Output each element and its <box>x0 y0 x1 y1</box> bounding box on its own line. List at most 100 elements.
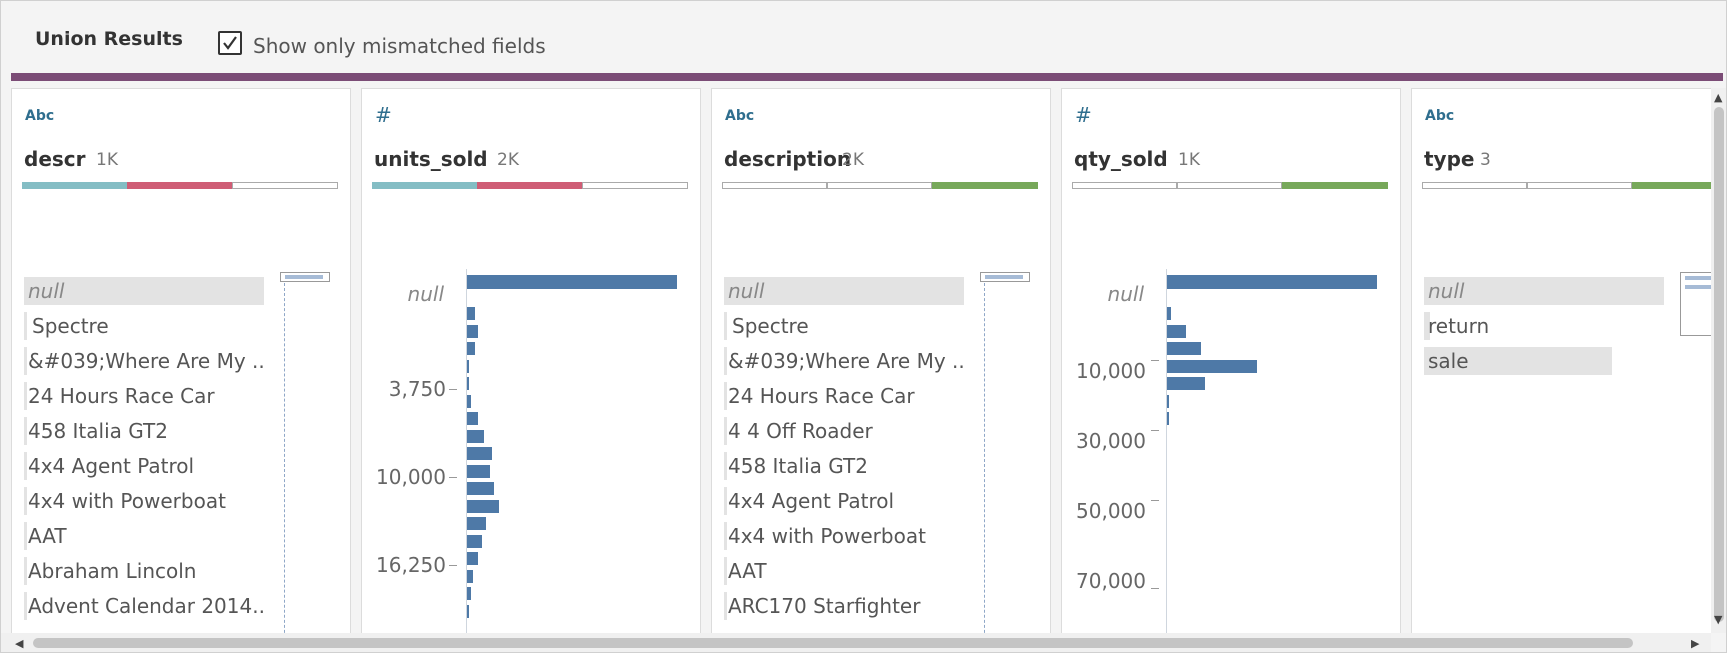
histogram-bar[interactable] <box>467 447 492 460</box>
list-item[interactable]: AAT <box>24 522 264 550</box>
list-item[interactable]: 4 4 Off Roader <box>724 417 964 445</box>
axis-tick <box>449 477 457 478</box>
field-name[interactable]: qty_sold <box>1074 147 1168 171</box>
axis-tick <box>449 565 457 566</box>
axis-tick-label: 10,000 <box>376 465 446 489</box>
field-name[interactable]: type <box>1424 147 1475 171</box>
list-item[interactable]: sale <box>1424 347 1664 375</box>
histogram-bar[interactable] <box>467 342 475 355</box>
scroll-right-icon[interactable]: ▶ <box>1691 637 1700 650</box>
union-color-bar <box>11 73 1723 81</box>
source-segment <box>372 182 477 189</box>
list-item[interactable]: 4x4 with Powerboat <box>724 522 964 550</box>
source-color-bar <box>1072 182 1388 189</box>
horizontal-scrollbar-thumb[interactable] <box>33 638 1633 648</box>
scroll-left-icon[interactable]: ◀ <box>15 637 24 650</box>
axis-tick-label: 50,000 <box>1076 499 1146 523</box>
field-card-type[interactable]: Abc type 3 null return sale <box>1411 88 1711 633</box>
list-item[interactable]: 24 Hours Race Car <box>24 382 264 410</box>
source-segment <box>1177 182 1282 189</box>
field-count: 1K <box>96 150 118 170</box>
histogram-bar[interactable] <box>467 569 473 583</box>
list-item[interactable]: ARC170 Starfighter <box>724 592 964 620</box>
scroll-scrubber[interactable] <box>1680 272 1711 336</box>
field-card-qty-sold[interactable]: # qty_sold 1K null 10,000 30,000 50,000 … <box>1061 88 1401 633</box>
scroll-scrubber[interactable] <box>280 272 330 282</box>
source-color-bar <box>722 182 1038 189</box>
mismatched-fields-checkbox[interactable] <box>218 31 242 55</box>
histogram-bar[interactable] <box>467 377 469 390</box>
field-name[interactable]: description <box>724 147 852 171</box>
histogram-bar[interactable] <box>467 552 478 565</box>
axis-tick <box>449 389 457 390</box>
vertical-scrollbar-thumb[interactable] <box>1714 107 1724 622</box>
list-item[interactable]: 24 Hours Race Car <box>724 382 964 410</box>
list-item[interactable]: return <box>1424 312 1664 340</box>
histogram-bar[interactable] <box>467 324 478 338</box>
histogram-bar[interactable] <box>467 517 486 530</box>
field-card-description[interactable]: Abc description 2K null Spectre &#039;Wh… <box>711 88 1051 633</box>
list-item[interactable]: null <box>1424 277 1664 305</box>
field-card-units-sold[interactable]: # units_sold 2K null 3,750 10,000 16,250 <box>361 88 701 633</box>
field-name[interactable]: descr <box>24 147 86 171</box>
histogram-bar[interactable] <box>1167 324 1186 338</box>
mismatched-fields-label[interactable]: Show only mismatched fields <box>253 34 546 58</box>
source-segment <box>827 182 932 189</box>
list-item[interactable]: 4x4 with Powerboat <box>24 487 264 515</box>
list-item[interactable]: &#039;Where Are My ... <box>724 347 964 375</box>
histogram-bar[interactable] <box>467 307 475 320</box>
scroll-down-icon[interactable]: ▼ <box>1714 613 1723 626</box>
list-item[interactable]: 4x4 Agent Patrol <box>724 487 964 515</box>
list-item[interactable]: Abraham Lincoln <box>24 557 264 585</box>
list-item[interactable]: 458 Italia GT2 <box>24 417 264 445</box>
histogram-bar[interactable] <box>1167 412 1169 425</box>
field-name[interactable]: units_sold <box>374 147 488 171</box>
histogram-bar[interactable] <box>467 429 484 443</box>
list-item[interactable]: null <box>24 277 264 305</box>
axis-tick <box>1151 430 1159 431</box>
axis-tick-label: 30,000 <box>1076 429 1146 453</box>
histogram-bar[interactable] <box>1167 307 1171 320</box>
histogram-bar[interactable] <box>1167 394 1169 408</box>
scroll-up-icon[interactable]: ▲ <box>1714 91 1723 104</box>
histogram-bar[interactable] <box>467 499 499 513</box>
histogram-bar[interactable] <box>467 394 471 408</box>
scroll-scrubber[interactable] <box>980 272 1030 282</box>
list-item[interactable]: Spectre <box>724 312 964 340</box>
list-item[interactable]: null <box>724 277 964 305</box>
histogram-bar[interactable] <box>1167 359 1257 373</box>
list-item[interactable]: Advent Calendar 2014... <box>24 592 264 620</box>
axis-tick-label: 16,250 <box>376 553 446 577</box>
source-color-bar <box>22 182 338 189</box>
axis-tick-label: 70,000 <box>1076 569 1146 593</box>
histogram-bar[interactable] <box>467 482 494 495</box>
histogram-bar[interactable] <box>467 359 469 373</box>
source-segment <box>722 182 827 189</box>
source-segment <box>932 182 1038 189</box>
list-item[interactable]: 458 Italia GT2 <box>724 452 964 480</box>
number-type-icon: # <box>1075 103 1092 127</box>
field-count: 2K <box>497 150 519 170</box>
histogram-bar[interactable] <box>1167 342 1201 355</box>
profile-cards: Abc descr 1K null Spectre &#039;Where Ar… <box>11 88 1711 633</box>
source-segment <box>1282 182 1388 189</box>
histogram-bar[interactable] <box>467 604 469 618</box>
source-color-bar <box>1422 182 1711 189</box>
list-item[interactable]: &#039;Where Are My ... <box>24 347 264 375</box>
histogram-bar[interactable] <box>1167 377 1205 390</box>
histogram-bar[interactable] <box>1167 275 1377 289</box>
histogram-bar[interactable] <box>467 412 478 425</box>
panel-title: Union Results <box>35 28 183 50</box>
histogram-bar[interactable] <box>467 534 482 548</box>
field-count: 1K <box>1178 150 1200 170</box>
axis-tick <box>1151 500 1159 501</box>
histogram-bar[interactable] <box>467 275 677 289</box>
list-item[interactable]: Spectre <box>24 312 264 340</box>
histogram-bar[interactable] <box>467 587 471 600</box>
panel-header: Union Results Show only mismatched field… <box>1 1 1726 71</box>
axis-tick-label: 3,750 <box>388 377 446 401</box>
histogram-bar[interactable] <box>467 464 490 478</box>
field-card-descr[interactable]: Abc descr 1K null Spectre &#039;Where Ar… <box>11 88 351 633</box>
list-item[interactable]: 4x4 Agent Patrol <box>24 452 264 480</box>
list-item[interactable]: AAT <box>724 557 964 585</box>
